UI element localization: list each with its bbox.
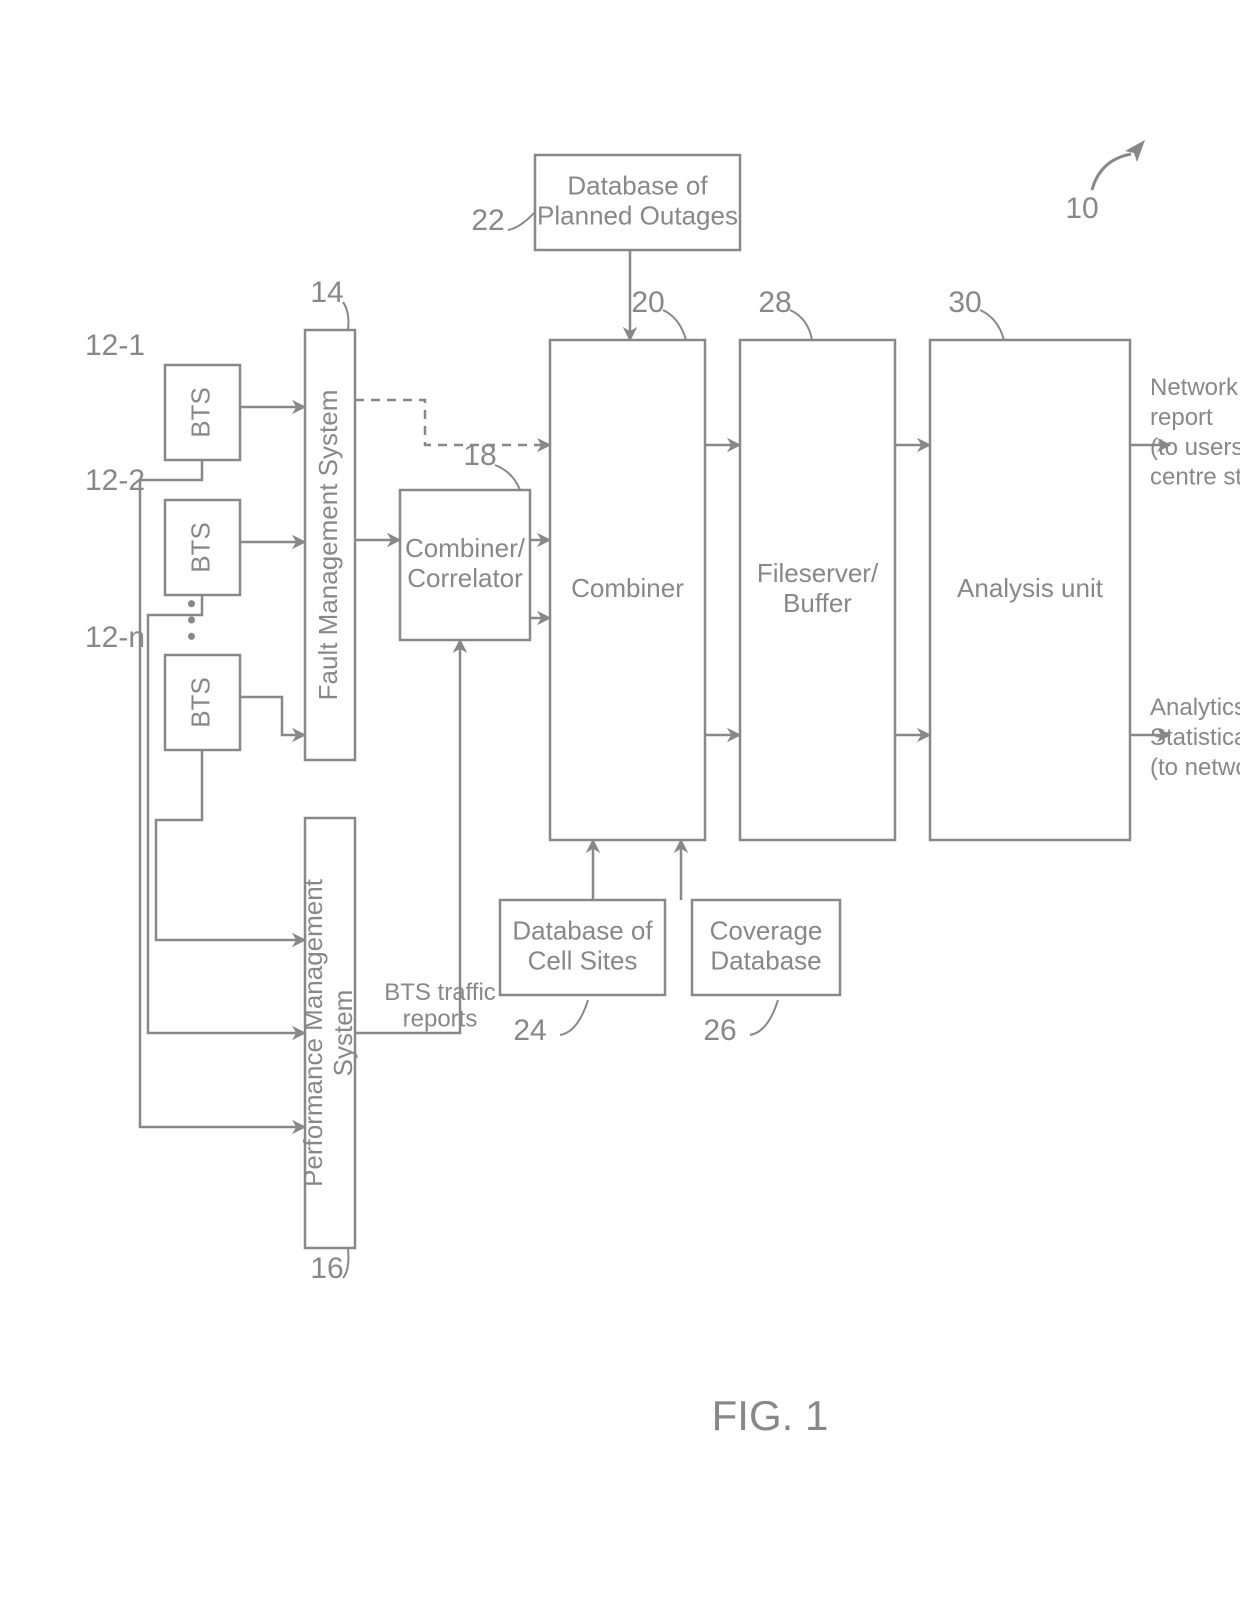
- node-label: CoverageDatabase: [710, 915, 823, 975]
- ref-num: 14: [310, 276, 343, 309]
- ref-num: 12-n: [85, 621, 145, 654]
- ref-num: 12-2: [85, 464, 145, 497]
- ref-num: 22: [471, 204, 504, 237]
- ref-num: 18: [463, 439, 496, 472]
- node-label: Analysis unit: [957, 573, 1104, 603]
- output-label: Statistical reports: [1150, 724, 1240, 751]
- ref-num: 20: [631, 286, 664, 319]
- output-label: centre staff): [1150, 464, 1240, 491]
- ref-num: 24: [513, 1014, 546, 1047]
- bts-traffic-label: BTS traffic: [384, 979, 496, 1006]
- node-label: Database ofCell Sites: [512, 915, 653, 975]
- node-label: BTS: [185, 522, 215, 573]
- ref-num: 26: [703, 1014, 736, 1047]
- bts-traffic-label: reports: [403, 1005, 478, 1032]
- ref-arrow-label: 10: [1065, 192, 1098, 225]
- output-label: (to users and call: [1150, 434, 1240, 461]
- ref-num: 16: [310, 1252, 343, 1285]
- figure-label: FIG. 1: [712, 1392, 829, 1439]
- node-label: Fault Management System: [313, 390, 343, 701]
- node-label: BTS: [185, 387, 215, 438]
- ref-num: 30: [948, 286, 981, 319]
- output-label: report: [1150, 404, 1213, 431]
- output-label: Analytics and: [1150, 694, 1240, 721]
- output-label: Network status: [1150, 374, 1240, 401]
- ref-num: 12-1: [85, 329, 145, 362]
- output-label: (to network operator): [1150, 754, 1240, 781]
- node-label: BTS: [185, 677, 215, 728]
- node-label: Combiner/Correlator: [405, 533, 526, 593]
- ref-num: 28: [758, 286, 791, 319]
- node-label: Combiner: [571, 573, 684, 603]
